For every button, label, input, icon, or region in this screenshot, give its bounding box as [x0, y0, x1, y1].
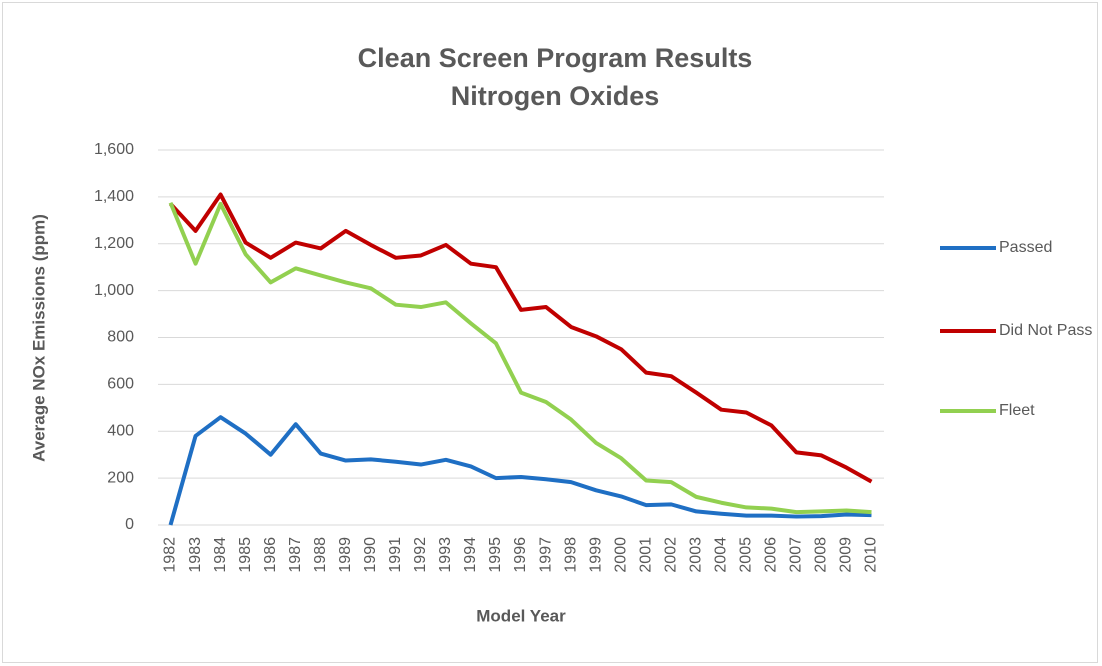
- legend-label: Did Not Pass: [999, 322, 1092, 339]
- x-tick-label: 1987: [287, 537, 304, 573]
- y-tick-label: 600: [107, 376, 134, 393]
- y-tick-label: 0: [125, 516, 134, 533]
- y-tick-label: 1,400: [94, 188, 134, 205]
- x-tick-label: 1991: [387, 537, 404, 573]
- line-series: [168, 201, 872, 515]
- x-tick-label: 2002: [662, 537, 679, 573]
- x-tick-label: 1996: [512, 537, 529, 573]
- x-tick-label: 1993: [437, 537, 454, 573]
- x-tick-label: 2005: [738, 537, 755, 573]
- y-tick-label: 200: [107, 469, 134, 486]
- x-tick-label: 1986: [262, 537, 279, 573]
- x-tick-label: 1983: [187, 537, 204, 573]
- x-tick-label: 1984: [212, 537, 229, 573]
- x-tick-label: 2006: [763, 537, 780, 573]
- chart-subtitle: Nitrogen Oxides: [451, 81, 660, 111]
- x-tick-label: 1985: [237, 537, 254, 573]
- x-tick-label: 2003: [687, 537, 704, 573]
- x-tick-label: 2001: [637, 537, 654, 573]
- x-tick-label: 2008: [813, 537, 830, 573]
- x-tick-label: 1999: [587, 537, 604, 573]
- x-tick-label: 2007: [788, 537, 805, 573]
- x-tick-label: 1995: [487, 537, 504, 573]
- y-axis-title: Average NOx Emissions (ppm): [29, 214, 48, 462]
- y-tick-label: 1,000: [94, 282, 134, 299]
- x-tick-label: 2004: [712, 537, 729, 573]
- x-axis-title: Model Year: [476, 606, 566, 625]
- y-tick-label: 400: [107, 422, 134, 439]
- y-tick-label: 1,200: [94, 235, 134, 252]
- y-tick-label: 800: [107, 329, 134, 346]
- x-tick-label: 2010: [863, 537, 880, 573]
- x-tick-label: 1992: [412, 537, 429, 573]
- x-tick-label: 1990: [362, 537, 379, 573]
- x-tick-label: 1994: [462, 537, 479, 573]
- legend-label: Passed: [999, 239, 1052, 256]
- line-series: [168, 415, 872, 526]
- x-tick-label: 2009: [838, 537, 855, 573]
- x-tick-label: 1982: [162, 537, 179, 573]
- x-tick-label: 1997: [537, 537, 554, 573]
- legend-label: Fleet: [999, 402, 1035, 419]
- line-series: [169, 192, 873, 484]
- x-tick-label: 1989: [337, 537, 354, 573]
- x-tick-label: 1988: [312, 537, 329, 573]
- chart-title: Clean Screen Program Results: [358, 43, 753, 73]
- y-tick-label: 1,600: [94, 141, 134, 158]
- x-tick-label: 1998: [562, 537, 579, 573]
- x-tick-label: 2000: [612, 537, 629, 573]
